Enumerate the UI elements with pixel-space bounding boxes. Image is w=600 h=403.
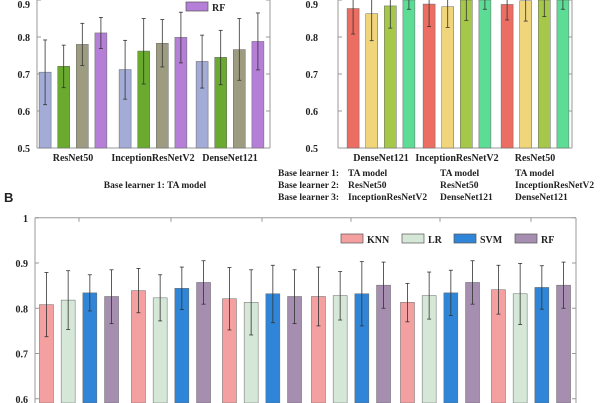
y-tick-label: 0.6 <box>18 107 31 118</box>
bar <box>556 0 570 149</box>
x-tick-label: DenseNet121 <box>202 153 258 164</box>
y-tick-label: 0.7 <box>16 350 29 361</box>
learner-col1-2: ResNet50 <box>348 181 387 191</box>
learner-col2-2: ResNet50 <box>440 181 479 191</box>
legend-label: RF <box>541 235 554 246</box>
bar <box>478 0 492 149</box>
learner-col3-1: TA model <box>515 169 555 179</box>
learner-label-1: Base learner 1: <box>278 169 339 179</box>
learner-col3-3: DenseNet121 <box>515 193 568 203</box>
y-tick-label: 0.9 <box>16 259 29 270</box>
y-tick-label: 0.8 <box>18 33 31 44</box>
learner-col1-3: InceptionResNetV2 <box>348 193 427 203</box>
learner-col2-1: TA model <box>440 169 480 179</box>
y-tick-label: 0.6 <box>306 107 319 118</box>
learner-col3-2: InceptionResNetV2 <box>515 181 594 191</box>
learner-legend: Base learner 1: Base learner 2: Base lea… <box>278 169 594 203</box>
legend-swatch <box>340 233 364 244</box>
legend-label: LR <box>428 235 443 246</box>
y-tick-label: 1 <box>23 214 28 225</box>
bar <box>441 6 454 149</box>
chart-a-left: 0.5 0.6 0.7 0.8 0.9 ResNet50 InceptionResNetV2… <box>18 0 271 164</box>
y-tick-label: 0.8 <box>16 304 29 315</box>
x-tick-label: ResNet50 <box>53 153 94 164</box>
x-tick-label: InceptionResNetV2 <box>111 153 194 164</box>
learner-label-2: Base learner 2: <box>278 181 339 191</box>
x-tick-label: DenseNet121 <box>353 153 409 164</box>
legend-swatch <box>401 233 425 244</box>
chart-b: 0.6 0.7 0.8 0.9 1 KNN LR SVM RF <box>16 214 577 403</box>
y-tick-label: 0.5 <box>18 144 31 155</box>
y-tick-label: 0.6 <box>16 395 29 403</box>
legend-swatch <box>453 233 477 244</box>
bar <box>460 0 473 149</box>
bar <box>519 0 532 149</box>
bar <box>402 0 416 149</box>
legend-label: KNN <box>367 235 390 246</box>
caption-a-left: Base learner 1: TA model <box>104 181 207 191</box>
y-tick-label: 0.7 <box>306 70 319 81</box>
y-tick-label: 0.9 <box>18 0 31 11</box>
y-tick-label: 0.5 <box>306 144 319 155</box>
legend-swatch <box>514 233 538 244</box>
chart-a-right: 0.5 0.6 0.7 0.8 0.9 DenseNet121 InceptionResNe… <box>306 0 573 164</box>
panel-label-b: B <box>4 190 13 205</box>
y-tick-label: 0.8 <box>306 33 319 44</box>
x-tick-label: InceptionResNetV2 <box>415 153 498 164</box>
bar <box>538 0 551 149</box>
y-tick-label: 0.7 <box>18 70 31 81</box>
legend-swatch <box>185 1 209 12</box>
learner-label-3: Base learner 3: <box>278 193 339 203</box>
bar <box>94 32 108 149</box>
learner-col1-1: TA model <box>348 169 388 179</box>
x-tick-label: ResNet50 <box>515 153 556 164</box>
legend-label: SVM <box>480 235 503 246</box>
legend-label: RF <box>212 3 225 14</box>
learner-col2-3: DenseNet121 <box>440 193 493 203</box>
bar <box>500 4 514 149</box>
y-tick-label: 0.9 <box>306 0 319 11</box>
